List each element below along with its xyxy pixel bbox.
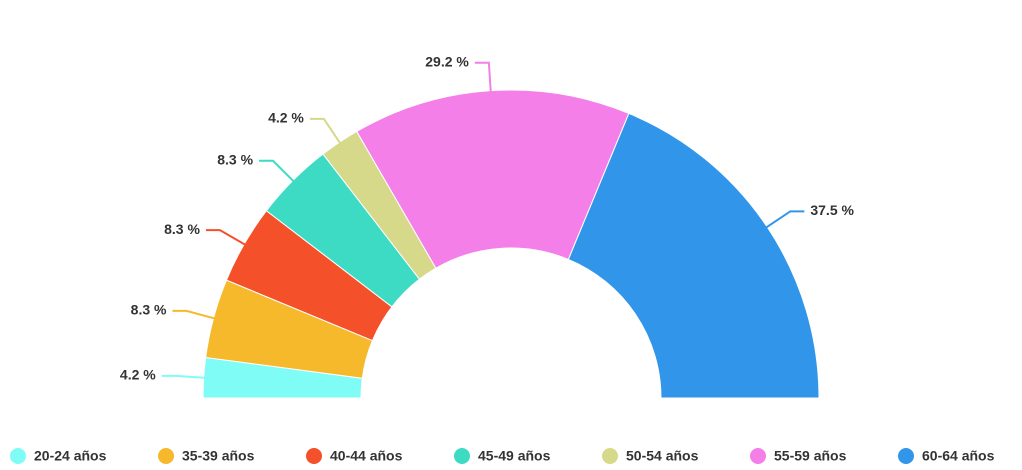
leader-line — [161, 374, 207, 379]
leader-line — [309, 117, 342, 146]
legend-marker — [898, 448, 914, 464]
legend-marker — [10, 448, 26, 464]
leader-line — [474, 61, 492, 94]
legend-label: 60-64 años — [922, 448, 995, 464]
data-label: 8.3 % — [164, 221, 200, 237]
data-label: 29.2 % — [425, 53, 469, 69]
legend-label: 55-59 años — [774, 448, 847, 464]
legend-marker — [602, 448, 618, 464]
data-label: 8.3 % — [217, 151, 253, 167]
legend-label: 20-24 años — [34, 448, 107, 464]
legend-label: 40-44 años — [330, 448, 403, 464]
legend-marker — [454, 448, 470, 464]
data-label: 8.3 % — [131, 302, 167, 318]
donut-segment — [356, 89, 630, 269]
legend-marker — [306, 448, 322, 464]
leader-line — [172, 309, 217, 320]
data-label: 37.5 % — [810, 202, 854, 218]
legend-marker — [158, 448, 174, 464]
data-label: 4.2 % — [268, 110, 304, 126]
legend-marker — [750, 448, 766, 464]
leader-line — [764, 210, 805, 230]
legend-label: 50-54 años — [626, 448, 699, 464]
legend-label: 45-49 años — [478, 448, 551, 464]
legend-label: 35-39 años — [182, 448, 255, 464]
leader-line — [259, 159, 296, 184]
donut-segment — [567, 112, 820, 399]
data-label: 4.2 % — [120, 367, 156, 383]
leader-line — [205, 229, 248, 247]
